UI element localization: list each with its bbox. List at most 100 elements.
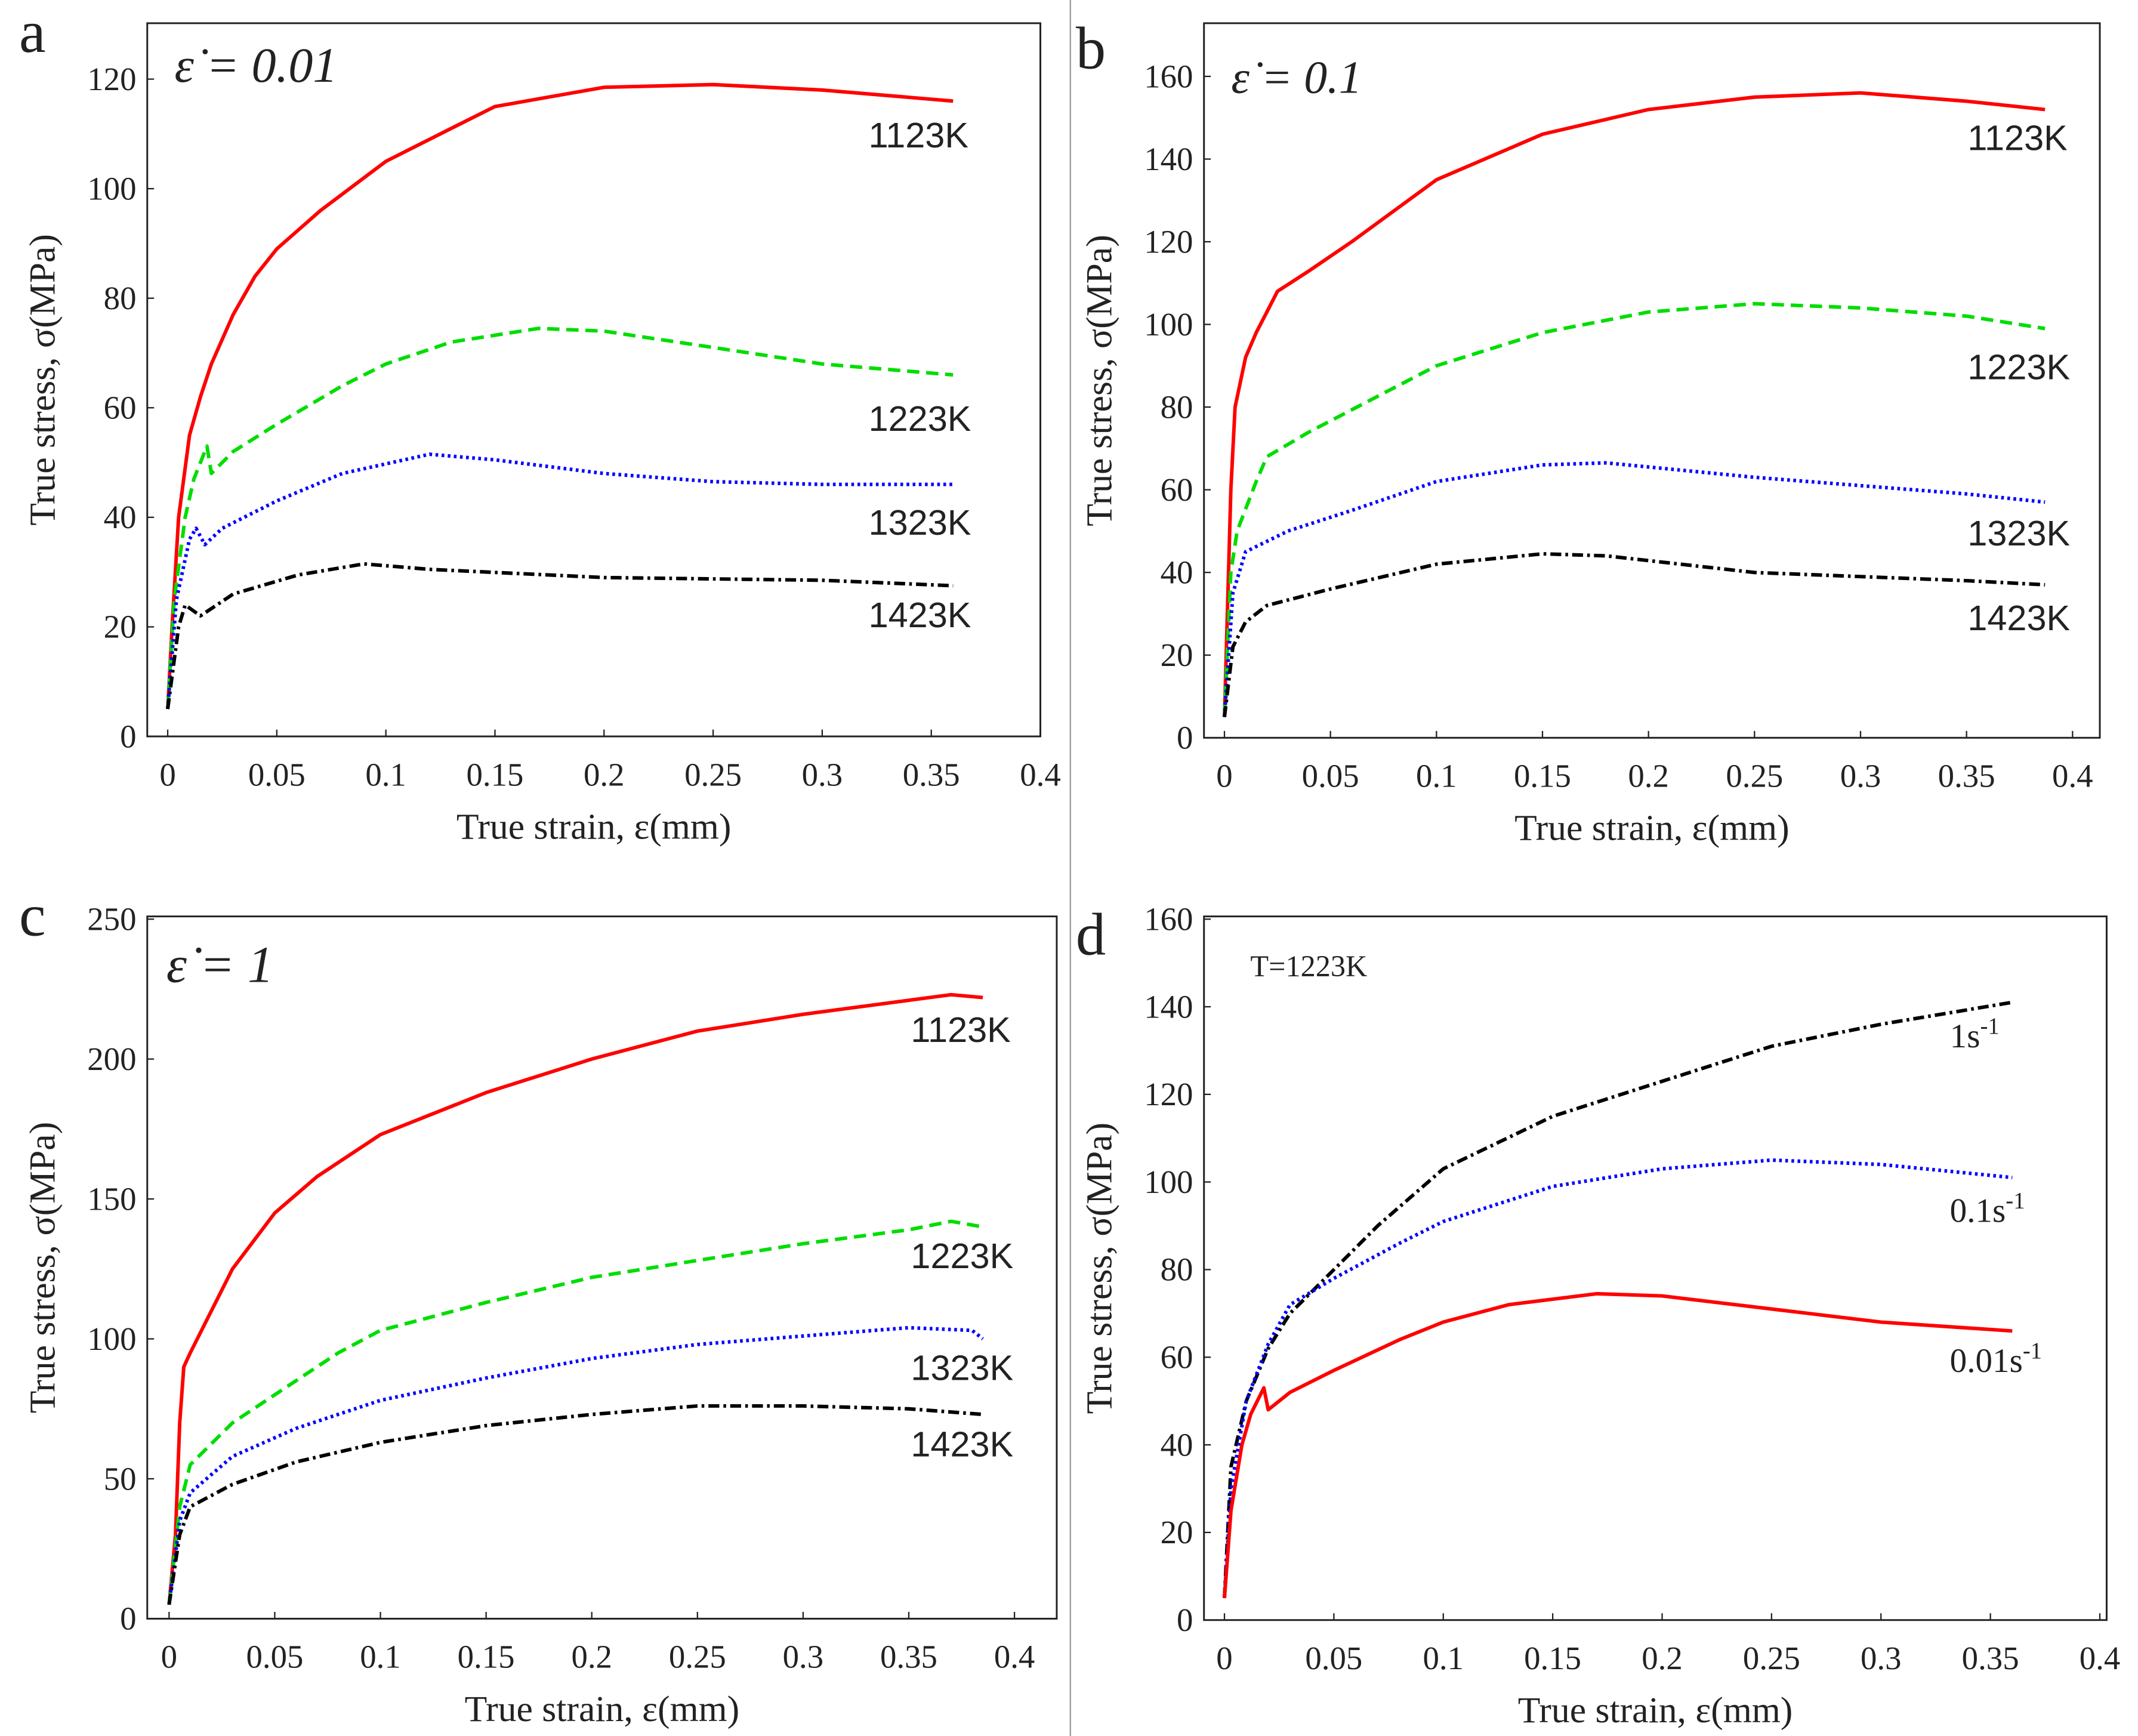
y-tick-label: 200 xyxy=(87,1041,136,1077)
x-tick-label: 0.05 xyxy=(1302,758,1359,794)
series-label: 1323K xyxy=(1967,513,2070,553)
y-axis-label: True stress, σ(MPa) xyxy=(22,234,63,526)
series-line-1423K xyxy=(166,562,954,710)
y-tick-label: 120 xyxy=(1144,223,1193,260)
series-line-1323K xyxy=(166,452,954,710)
y-tick-label: 60 xyxy=(1161,1339,1193,1376)
panel-b: b 0 0.05 0.1 0.15 0.2 0.25 0.3 0.35 0.4 0 20 40 60 80 1… xyxy=(1076,14,2101,849)
x-tick-label: 0.15 xyxy=(1524,1640,1581,1676)
x-axis-label: True strain, ε(mm) xyxy=(1518,1690,1793,1731)
y-tick-label: 60 xyxy=(104,390,137,426)
y-tick-label: 80 xyxy=(1161,1251,1193,1288)
x-tick-label: 0.4 xyxy=(2052,758,2093,794)
panel-c: c 0 0.05 0.1 0.15 0.2 0.25 0.3 0.35 0.4 0 50 100 150 2… xyxy=(19,882,1058,1729)
plot-frame xyxy=(1203,915,2108,1621)
series-label: 0.01s-1 xyxy=(1950,1338,2043,1380)
x-tick-label: 0.35 xyxy=(880,1639,937,1675)
series-label: 1323K xyxy=(869,502,971,542)
series-label: 1123K xyxy=(911,1010,1010,1050)
series-label: 1423K xyxy=(1967,598,2070,638)
y-tick-label: 0 xyxy=(1177,1602,1193,1638)
y-tick-label: 20 xyxy=(1161,1514,1193,1550)
series-label: 1423K xyxy=(911,1424,1013,1464)
y-tick-label: 120 xyxy=(87,61,136,97)
x-tick-label: 0.3 xyxy=(783,1639,824,1675)
x-tick-label: 0.4 xyxy=(994,1639,1035,1675)
y-tick-label: 80 xyxy=(1161,388,1193,425)
x-tick-label: 0.2 xyxy=(584,756,625,793)
x-tick-label: 0.2 xyxy=(1642,1640,1683,1676)
y-tick-label: 100 xyxy=(1144,1164,1193,1200)
x-tick-label: 0.35 xyxy=(903,756,960,793)
y-axis-label: True stress, σ(MPa) xyxy=(1079,235,1119,526)
x-axis-label: True strain, ε(mm) xyxy=(456,806,732,847)
x-tick-label: 0 xyxy=(161,1639,177,1675)
x-tick-label: 0.05 xyxy=(246,1639,303,1675)
series-label: 1123K xyxy=(1967,118,2067,158)
series-label: 1223K xyxy=(869,399,971,439)
y-tick-label: 100 xyxy=(87,1321,136,1357)
x-tick-label: 0.1 xyxy=(360,1639,401,1675)
x-tick-label: 0.35 xyxy=(1962,1640,2019,1676)
panel-a: a 0 0.05 0.1 0.15 0.2 0.25 0.3 0.35 0.4 0 20 40 60 80 1… xyxy=(19,0,1061,847)
x-axis-label: True strain, ε(mm) xyxy=(1514,808,1790,849)
series-line-1s xyxy=(1223,1000,2013,1599)
y-tick-label: 250 xyxy=(87,901,136,937)
series-label: 1223K xyxy=(1967,347,2070,387)
y-tick-label: 40 xyxy=(104,499,137,535)
y-tick-label: 140 xyxy=(1144,988,1193,1025)
x-tick-label: 0.4 xyxy=(1020,756,1061,793)
panel-letter: d xyxy=(1076,901,1106,968)
series-line-0_1s xyxy=(1223,1158,2013,1599)
x-tick-label: 0 xyxy=(1216,758,1232,794)
x-axis-label: True strain, ε(mm) xyxy=(465,1689,740,1729)
x-tick-label: 0.25 xyxy=(684,756,742,793)
panel-letter: c xyxy=(19,882,46,949)
series-label: 1223K xyxy=(911,1236,1013,1276)
x-tick-label: 0.1 xyxy=(1423,1640,1464,1676)
x-tick-label: 0.3 xyxy=(1840,758,1881,794)
y-tick-label: 60 xyxy=(1161,471,1193,508)
panel-letter: b xyxy=(1076,14,1106,81)
x-tick-label: 0.2 xyxy=(571,1639,612,1675)
series-label: 1423K xyxy=(869,595,971,635)
y-tick-label: 100 xyxy=(87,170,136,206)
x-tick-label: 0.15 xyxy=(467,756,524,793)
strain-rate-annotation: T=1223K xyxy=(1250,949,1367,983)
x-tick-label: 0.4 xyxy=(2080,1640,2121,1676)
panel-d: d 0 0.05 0.1 0.15 0.2 0.25 0.3 0.35 0.4 0 20 40 60 80 1… xyxy=(1076,901,2120,1731)
series-label: 1323K xyxy=(911,1348,1013,1388)
series-line-1423K xyxy=(167,1404,983,1605)
x-tick-label: 0.05 xyxy=(1305,1640,1362,1676)
y-tick-label: 120 xyxy=(1144,1076,1193,1112)
y-axis-label: True stress, σ(MPa) xyxy=(22,1122,63,1413)
y-tick-label: 0 xyxy=(120,1601,136,1637)
y-axis-label: True stress, σ(MPa) xyxy=(1079,1123,1119,1414)
series-line-1323K xyxy=(1223,461,2046,717)
x-tick-label: 0.15 xyxy=(458,1639,515,1675)
x-tick-label: 0.3 xyxy=(1861,1640,1902,1676)
strain-rate-annotation: ε̇ = 0.01 xyxy=(174,38,337,92)
y-tick-label: 40 xyxy=(1161,1426,1193,1463)
series-line-1323K xyxy=(167,1325,984,1605)
series-line-1223K xyxy=(1223,301,2046,717)
x-tick-label: 0.1 xyxy=(365,756,406,793)
strain-rate-annotation: ε̇ = 0.1 xyxy=(1231,51,1362,103)
series-line-1223K xyxy=(166,326,954,710)
series-label: 0.1s-1 xyxy=(1950,1188,2025,1230)
y-tick-label: 100 xyxy=(1144,306,1193,343)
y-tick-label: 20 xyxy=(1161,637,1193,673)
y-tick-label: 150 xyxy=(87,1180,136,1217)
y-tick-label: 80 xyxy=(104,280,137,316)
x-tick-label: 0.1 xyxy=(1416,758,1457,794)
x-tick-label: 0 xyxy=(159,756,175,793)
series-line-0_01s xyxy=(1223,1291,2013,1599)
y-tick-label: 0 xyxy=(1177,720,1193,756)
x-tick-label: 0.3 xyxy=(802,756,843,793)
series-label: 1s-1 xyxy=(1950,1013,2000,1055)
y-tick-label: 160 xyxy=(1144,58,1193,94)
y-tick-label: 50 xyxy=(104,1460,137,1497)
x-tick-label: 0.05 xyxy=(248,756,306,793)
x-tick-label: 0.25 xyxy=(669,1639,726,1675)
